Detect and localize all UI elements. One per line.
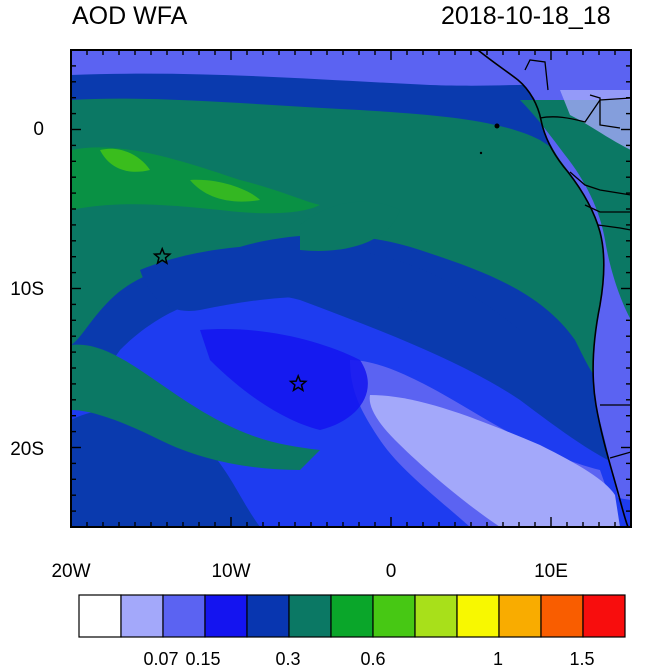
colorbar (78, 594, 626, 638)
colorbar-label-1: 0.07 (143, 649, 179, 669)
colorbar-label-6: 1.5 (569, 649, 595, 669)
colorbar-swatch (330, 594, 374, 638)
y-tick-label-0: 0 (33, 119, 44, 140)
colorbar-swatch (288, 594, 332, 638)
colorbar-label-5: 1 (492, 649, 503, 669)
map-title: AOD WFA (72, 2, 188, 30)
x-tick-label-0: 0 (385, 561, 397, 582)
colorbar-swatch (78, 594, 122, 638)
colorbar-swatch (540, 594, 584, 638)
colorbar-swatch (204, 594, 248, 638)
x-tick-label-10e: 10E (534, 561, 568, 582)
axis-ticks (70, 49, 632, 528)
x-tick-label-20w: 20W (51, 561, 91, 582)
y-tick-label-10s: 10S (10, 279, 44, 300)
colorbar-swatch (372, 594, 416, 638)
colorbar-swatch (498, 594, 542, 638)
star-marker-2 (288, 373, 308, 393)
star-marker-1 (152, 246, 172, 265)
colorbar-swatch (456, 594, 500, 638)
timestamp-label: 2018-10-18_18 (441, 2, 611, 30)
colorbar-swatch (246, 594, 290, 638)
colorbar-swatch (162, 594, 206, 638)
colorbar-label-4: 0.6 (360, 649, 386, 669)
colorbar-swatch (582, 594, 626, 638)
colorbar-label-3: 0.3 (275, 649, 301, 669)
colorbar-swatch (414, 594, 458, 638)
y-tick-label-20s: 20S (10, 439, 44, 460)
site-markers (152, 246, 308, 393)
aod-map-field (71, 50, 631, 527)
x-tick-label-10w: 10W (211, 561, 251, 582)
colorbar-label-2: 0.15 (185, 649, 221, 669)
colorbar-swatch (120, 594, 164, 638)
